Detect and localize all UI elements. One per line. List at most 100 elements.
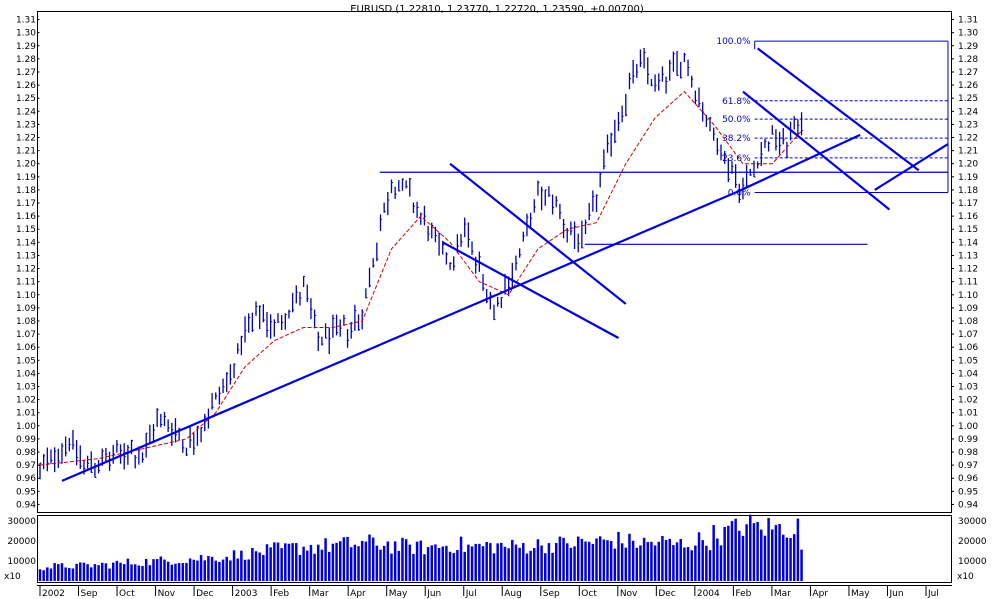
date-label: Sep <box>81 589 98 599</box>
price-tick-label-right: 1.04 <box>958 369 978 379</box>
fib-level-label: 23.6% <box>722 154 751 164</box>
trendline-channel2-upper <box>756 47 920 172</box>
date-label: Mar <box>774 589 791 599</box>
price-tick-label-right: 1.02 <box>958 396 978 406</box>
trendline-recent-uptrend <box>874 143 949 191</box>
price-tick-label-right: 1.13 <box>958 251 978 261</box>
price-tick-label-left: 1.00 <box>16 422 36 432</box>
price-tick-label-right: 1.24 <box>958 107 978 117</box>
price-tick-label-left: 1.22 <box>16 134 36 144</box>
price-tick-label-left: 1.01 <box>16 409 36 419</box>
price-tick-label-left: 1.20 <box>16 160 36 170</box>
price-tick-label-left: 1.12 <box>16 265 36 275</box>
date-label: Dec <box>658 589 675 599</box>
trendline-channel2-lower <box>742 90 891 211</box>
price-tick-label-right: 0.98 <box>958 448 978 458</box>
price-tick-label-right: 0.97 <box>958 461 978 471</box>
price-tick-label-right: 0.95 <box>958 487 978 497</box>
date-label: 2004 <box>697 589 720 599</box>
price-tick-label-left: 1.31 <box>16 16 36 26</box>
price-tick-label-right: 1.00 <box>958 422 978 432</box>
date-label: Apr <box>350 589 366 599</box>
date-label: Mar <box>312 589 329 599</box>
trendline-channel1-upper <box>449 162 627 305</box>
price-tick-label-right: 1.23 <box>958 120 978 130</box>
volume-multiplier-label-right: x10 <box>957 572 974 582</box>
volume-tick-label-left: 30000 <box>7 517 36 527</box>
price-tick-label-left: 1.06 <box>16 343 36 353</box>
volume-tick-label-right: 20000 <box>958 537 987 547</box>
price-tick-label-right: 1.17 <box>958 199 978 209</box>
price-tick-label-left: 1.25 <box>16 94 36 104</box>
price-tick-label-right: 1.12 <box>958 265 978 275</box>
price-tick-label-left: 1.02 <box>16 396 36 406</box>
price-tick-label-left: 1.15 <box>16 225 36 235</box>
price-tick-label-left: 0.98 <box>16 448 36 458</box>
date-label: May <box>389 589 408 599</box>
chart-title: EURUSD (1.22810, 1.23770, 1.22720, 1.235… <box>350 4 644 15</box>
trendline-uptrend-extension <box>735 133 861 194</box>
price-tick-label-right: 1.22 <box>958 134 978 144</box>
price-tick-label-right: 1.09 <box>958 304 978 314</box>
price-tick-label-right: 1.15 <box>958 225 978 235</box>
date-label: Jul <box>465 589 477 599</box>
price-tick-label-right: 1.27 <box>958 68 978 78</box>
price-tick-label-left: 1.09 <box>16 304 36 314</box>
fib-level-label: 100.0% <box>716 37 751 47</box>
price-tick-label-left: 0.96 <box>16 474 36 484</box>
fib-level-label: 61.8% <box>722 97 751 107</box>
price-tick-label-right: 1.20 <box>958 160 978 170</box>
price-tick-label-left: 1.18 <box>16 186 36 196</box>
price-tick-label-left: 0.97 <box>16 461 36 471</box>
price-tick-label-right: 1.11 <box>958 278 978 288</box>
price-tick-label-left: 1.24 <box>16 107 36 117</box>
date-label: Jul <box>927 589 939 599</box>
date-label: Aug <box>504 589 522 599</box>
volume-tick-label-right: 10000 <box>958 557 987 567</box>
price-tick-label-right: 1.01 <box>958 409 978 419</box>
date-label: Oct <box>119 589 135 599</box>
date-label: Sep <box>543 589 560 599</box>
price-tick-label-left: 1.08 <box>16 317 36 327</box>
price-tick-label-left: 1.16 <box>16 212 36 222</box>
price-tick-label-left: 1.19 <box>16 173 36 183</box>
fib-level-label: 0.0% <box>728 189 751 199</box>
price-tick-label-left: 1.17 <box>16 199 36 209</box>
price-tick-label-right: 1.14 <box>958 238 978 248</box>
date-label: Dec <box>196 589 213 599</box>
date-label: 2003 <box>235 589 258 599</box>
price-tick-label-left: 1.14 <box>16 238 36 248</box>
price-tick-label-left: 1.13 <box>16 251 36 261</box>
price-tick-label-left: 1.04 <box>16 369 36 379</box>
date-label: Nov <box>158 589 176 599</box>
date-label: Nov <box>620 589 638 599</box>
date-label: Feb <box>273 589 289 599</box>
price-tick-label-right: 1.31 <box>958 16 978 26</box>
price-tick-label-right: 0.94 <box>958 500 978 510</box>
price-tick-label-right: 1.29 <box>958 42 978 52</box>
trendline-channel1-lower <box>442 241 620 339</box>
price-tick-label-left: 0.99 <box>16 435 36 445</box>
price-tick-label-right: 1.06 <box>958 343 978 353</box>
price-tick-label-left: 1.03 <box>16 383 36 393</box>
date-label: Apr <box>812 589 828 599</box>
volume-tick-label-left: 20000 <box>7 537 36 547</box>
price-tick-label-right: 1.08 <box>958 317 978 327</box>
price-tick-label-right: 1.18 <box>958 186 978 196</box>
price-tick-label-right: 1.21 <box>958 147 978 157</box>
price-tick-label-left: 1.28 <box>16 55 36 65</box>
price-tick-label-right: 1.26 <box>958 81 978 91</box>
price-tick-label-left: 1.26 <box>16 81 36 91</box>
price-tick-label-left: 0.94 <box>16 500 36 510</box>
price-tick-label-right: 0.99 <box>958 435 978 445</box>
price-tick-label-left: 1.10 <box>16 291 36 301</box>
fib-level-label: 50.0% <box>722 115 751 125</box>
price-tick-label-left: 1.21 <box>16 147 36 157</box>
price-tick-label-right: 1.05 <box>958 356 978 366</box>
price-tick-label-right: 1.07 <box>958 330 978 340</box>
price-tick-label-right: 0.96 <box>958 474 978 484</box>
price-tick-label-right: 1.10 <box>958 291 978 301</box>
price-tick-label-left: 1.11 <box>16 278 36 288</box>
moving-average-line <box>39 90 802 466</box>
